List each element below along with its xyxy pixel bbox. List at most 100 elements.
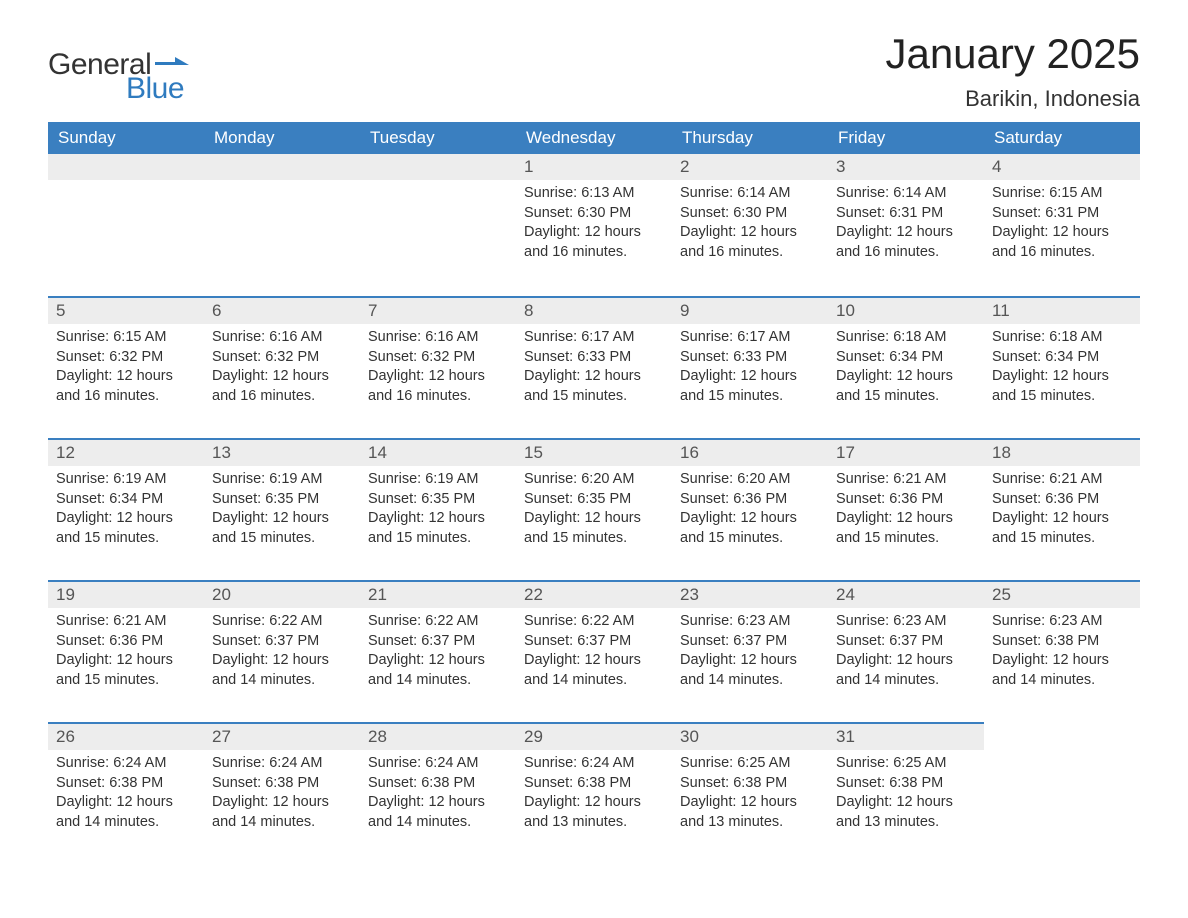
empty-day-bar [360, 154, 516, 180]
day-details: Sunrise: 6:16 AMSunset: 6:32 PMDaylight:… [204, 324, 360, 414]
sunrise-line: Sunrise: 6:24 AM [368, 754, 508, 774]
daylight-line: Daylight: 12 hours and 15 minutes. [836, 509, 976, 548]
day-number: 25 [984, 580, 1140, 608]
daylight-line: Daylight: 12 hours and 16 minutes. [992, 223, 1132, 262]
sunset-line: Sunset: 6:35 PM [212, 490, 352, 510]
day-number: 3 [828, 154, 984, 180]
daylight-line: Daylight: 12 hours and 16 minutes. [368, 367, 508, 406]
sunrise-line: Sunrise: 6:24 AM [524, 754, 664, 774]
day-details: Sunrise: 6:23 AMSunset: 6:37 PMDaylight:… [828, 608, 984, 698]
daylight-line: Daylight: 12 hours and 16 minutes. [524, 223, 664, 262]
sunset-line: Sunset: 6:38 PM [524, 774, 664, 794]
title-block: January 2025 Barikin, Indonesia [885, 30, 1140, 112]
calendar-day-cell: 30Sunrise: 6:25 AMSunset: 6:38 PMDayligh… [672, 722, 828, 864]
month-title: January 2025 [885, 30, 1140, 78]
day-details: Sunrise: 6:24 AMSunset: 6:38 PMDaylight:… [204, 750, 360, 840]
calendar-table: SundayMondayTuesdayWednesdayThursdayFrid… [48, 122, 1140, 864]
calendar-week-row: 19Sunrise: 6:21 AMSunset: 6:36 PMDayligh… [48, 580, 1140, 722]
sunrise-line: Sunrise: 6:20 AM [524, 470, 664, 490]
day-details: Sunrise: 6:13 AMSunset: 6:30 PMDaylight:… [516, 180, 672, 270]
calendar-week-row: 1Sunrise: 6:13 AMSunset: 6:30 PMDaylight… [48, 154, 1140, 296]
sunset-line: Sunset: 6:33 PM [524, 348, 664, 368]
calendar-day-cell: 6Sunrise: 6:16 AMSunset: 6:32 PMDaylight… [204, 296, 360, 438]
daylight-line: Daylight: 12 hours and 15 minutes. [992, 367, 1132, 406]
daylight-line: Daylight: 12 hours and 16 minutes. [212, 367, 352, 406]
daylight-line: Daylight: 12 hours and 16 minutes. [836, 223, 976, 262]
day-details: Sunrise: 6:16 AMSunset: 6:32 PMDaylight:… [360, 324, 516, 414]
logo-text-blue: Blue [126, 74, 189, 104]
calendar-day-cell: 3Sunrise: 6:14 AMSunset: 6:31 PMDaylight… [828, 154, 984, 296]
day-number: 15 [516, 438, 672, 466]
empty-day-bar [204, 154, 360, 180]
day-number: 23 [672, 580, 828, 608]
sunset-line: Sunset: 6:37 PM [368, 632, 508, 652]
calendar-day-cell: 7Sunrise: 6:16 AMSunset: 6:32 PMDaylight… [360, 296, 516, 438]
day-number: 7 [360, 296, 516, 324]
day-number: 2 [672, 154, 828, 180]
day-number: 4 [984, 154, 1140, 180]
sunrise-line: Sunrise: 6:14 AM [836, 184, 976, 204]
day-number: 14 [360, 438, 516, 466]
sunrise-line: Sunrise: 6:14 AM [680, 184, 820, 204]
sunset-line: Sunset: 6:38 PM [368, 774, 508, 794]
sunset-line: Sunset: 6:32 PM [56, 348, 196, 368]
daylight-line: Daylight: 12 hours and 15 minutes. [836, 367, 976, 406]
sunrise-line: Sunrise: 6:15 AM [992, 184, 1132, 204]
sunrise-line: Sunrise: 6:13 AM [524, 184, 664, 204]
sunset-line: Sunset: 6:38 PM [836, 774, 976, 794]
sunrise-line: Sunrise: 6:24 AM [212, 754, 352, 774]
day-details: Sunrise: 6:17 AMSunset: 6:33 PMDaylight:… [516, 324, 672, 414]
daylight-line: Daylight: 12 hours and 15 minutes. [368, 509, 508, 548]
calendar-day-cell: 11Sunrise: 6:18 AMSunset: 6:34 PMDayligh… [984, 296, 1140, 438]
sunrise-line: Sunrise: 6:25 AM [836, 754, 976, 774]
daylight-line: Daylight: 12 hours and 14 minutes. [680, 651, 820, 690]
sunset-line: Sunset: 6:35 PM [368, 490, 508, 510]
sunset-line: Sunset: 6:32 PM [212, 348, 352, 368]
day-details: Sunrise: 6:15 AMSunset: 6:31 PMDaylight:… [984, 180, 1140, 270]
sunset-line: Sunset: 6:37 PM [836, 632, 976, 652]
weekday-header-row: SundayMondayTuesdayWednesdayThursdayFrid… [48, 122, 1140, 154]
day-details: Sunrise: 6:23 AMSunset: 6:37 PMDaylight:… [672, 608, 828, 698]
day-details: Sunrise: 6:22 AMSunset: 6:37 PMDaylight:… [360, 608, 516, 698]
sunrise-line: Sunrise: 6:21 AM [836, 470, 976, 490]
sunset-line: Sunset: 6:37 PM [680, 632, 820, 652]
day-details: Sunrise: 6:14 AMSunset: 6:30 PMDaylight:… [672, 180, 828, 270]
daylight-line: Daylight: 12 hours and 16 minutes. [56, 367, 196, 406]
calendar-day-cell: 4Sunrise: 6:15 AMSunset: 6:31 PMDaylight… [984, 154, 1140, 296]
calendar-day-cell: 1Sunrise: 6:13 AMSunset: 6:30 PMDaylight… [516, 154, 672, 296]
calendar-day-cell: 19Sunrise: 6:21 AMSunset: 6:36 PMDayligh… [48, 580, 204, 722]
sunset-line: Sunset: 6:34 PM [836, 348, 976, 368]
day-number: 12 [48, 438, 204, 466]
sunset-line: Sunset: 6:36 PM [836, 490, 976, 510]
sunset-line: Sunset: 6:30 PM [524, 204, 664, 224]
calendar-day-cell: 2Sunrise: 6:14 AMSunset: 6:30 PMDaylight… [672, 154, 828, 296]
calendar-day-cell: 27Sunrise: 6:24 AMSunset: 6:38 PMDayligh… [204, 722, 360, 864]
calendar-day-cell: 12Sunrise: 6:19 AMSunset: 6:34 PMDayligh… [48, 438, 204, 580]
day-details: Sunrise: 6:22 AMSunset: 6:37 PMDaylight:… [516, 608, 672, 698]
day-details: Sunrise: 6:18 AMSunset: 6:34 PMDaylight:… [984, 324, 1140, 414]
calendar-day-cell: 20Sunrise: 6:22 AMSunset: 6:37 PMDayligh… [204, 580, 360, 722]
calendar-day-cell: 22Sunrise: 6:22 AMSunset: 6:37 PMDayligh… [516, 580, 672, 722]
day-number: 20 [204, 580, 360, 608]
day-number: 27 [204, 722, 360, 750]
day-number: 22 [516, 580, 672, 608]
weekday-header: Sunday [48, 122, 204, 154]
daylight-line: Daylight: 12 hours and 15 minutes. [680, 367, 820, 406]
sunrise-line: Sunrise: 6:23 AM [836, 612, 976, 632]
sunrise-line: Sunrise: 6:21 AM [992, 470, 1132, 490]
day-number: 8 [516, 296, 672, 324]
sunset-line: Sunset: 6:38 PM [56, 774, 196, 794]
day-number: 24 [828, 580, 984, 608]
day-details: Sunrise: 6:14 AMSunset: 6:31 PMDaylight:… [828, 180, 984, 270]
calendar-day-cell: 21Sunrise: 6:22 AMSunset: 6:37 PMDayligh… [360, 580, 516, 722]
day-number: 10 [828, 296, 984, 324]
daylight-line: Daylight: 12 hours and 14 minutes. [524, 651, 664, 690]
day-number: 5 [48, 296, 204, 324]
sunrise-line: Sunrise: 6:23 AM [680, 612, 820, 632]
calendar-empty-cell [360, 154, 516, 296]
day-number: 9 [672, 296, 828, 324]
sunset-line: Sunset: 6:38 PM [680, 774, 820, 794]
calendar-day-cell: 15Sunrise: 6:20 AMSunset: 6:35 PMDayligh… [516, 438, 672, 580]
day-details: Sunrise: 6:15 AMSunset: 6:32 PMDaylight:… [48, 324, 204, 414]
header-block: General Blue January 2025 Barikin, Indon… [48, 30, 1140, 112]
